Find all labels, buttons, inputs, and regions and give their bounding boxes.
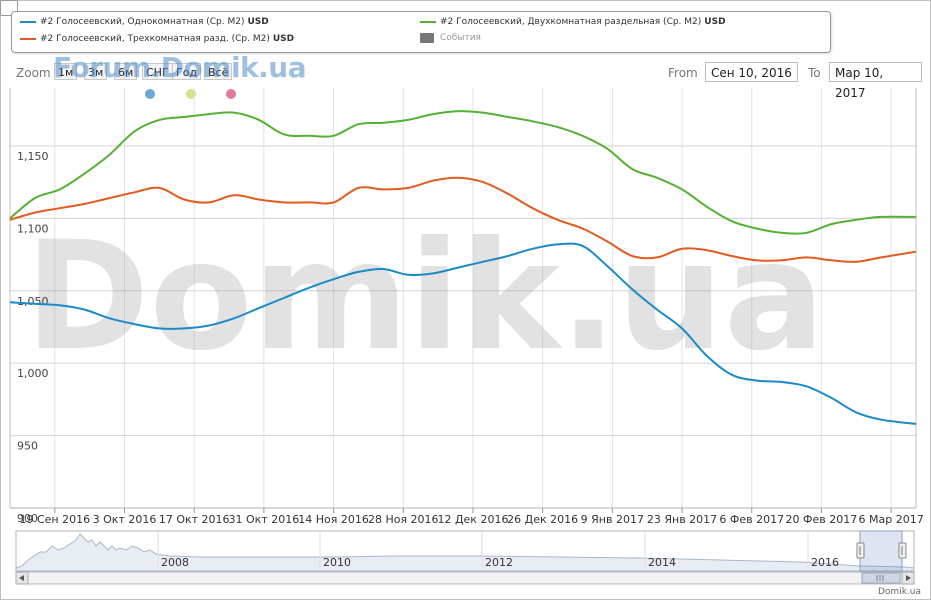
zoom-1m-button[interactable]: 1м <box>54 63 78 80</box>
navigator-year-label: 2016 <box>811 556 839 569</box>
legend-label: События <box>440 33 481 43</box>
legend-label: #2 Голосеевский, Однокомнатная (Ср. М2) <box>40 17 245 27</box>
navigator-scrollbar-track[interactable] <box>15 571 915 585</box>
legend-label: #2 Голосеевский, Трехкомнатная разд. (Ср… <box>40 34 270 44</box>
navigator-year-label: 2008 <box>161 556 189 569</box>
to-date-input[interactable]: Мар 10, 2017 <box>829 62 922 100</box>
x-tick-label: 19 Сен 2016 <box>19 513 90 526</box>
navigator-frame <box>15 530 915 572</box>
zoom-all-button[interactable]: Всё <box>204 63 233 80</box>
from-label: From <box>668 66 698 80</box>
arrow-left-icon <box>19 575 24 581</box>
x-tick-label: 17 Окт 2016 <box>159 513 230 526</box>
x-tick-label: 23 Янв 2017 <box>647 513 717 526</box>
x-tick-label: 9 Янв 2017 <box>581 513 644 526</box>
to-label: To <box>808 66 821 80</box>
legend-unit: USD <box>272 34 295 44</box>
legend-line-icon <box>20 21 36 23</box>
x-tick-label: 6 Мар 2017 <box>859 513 924 526</box>
arrow-right-icon <box>906 575 911 581</box>
x-tick-label: 26 Дек 2016 <box>507 513 578 526</box>
event-dot[interactable] <box>186 89 196 99</box>
navigator-series-area <box>15 533 915 572</box>
y-tick-label: 1,150 <box>17 150 49 163</box>
x-tick-label: 3 Окт 2016 <box>93 513 157 526</box>
navigator-selected-range[interactable] <box>859 530 903 572</box>
legend-line-icon <box>420 21 436 23</box>
zoom-label: Zoom <box>16 66 51 80</box>
event-dot[interactable] <box>145 89 155 99</box>
from-date-input[interactable]: Сен 10, 2016 <box>705 62 798 82</box>
x-tick-label: 14 Ноя 2016 <box>298 513 369 526</box>
x-tick-label: 20 Фев 2017 <box>786 513 858 526</box>
y-tick-label: 1,000 <box>17 367 49 380</box>
legend-unit: USD <box>247 17 269 27</box>
y-tick-label: 1,100 <box>17 222 49 235</box>
series-line-2room[interactable] <box>9 110 917 235</box>
events-box-icon <box>420 33 434 43</box>
series-line-1room[interactable] <box>9 242 917 425</box>
navigator-year-label: 2012 <box>485 556 513 569</box>
scrollbar-thumb[interactable] <box>861 572 901 584</box>
legend-item-3room[interactable]: #2 Голосеевский, Трехкомнатная разд. (Ср… <box>20 34 294 44</box>
series-line-3room[interactable] <box>9 176 917 263</box>
x-tick-label: 28 Ноя 2016 <box>368 513 439 526</box>
footer-credit: Domik.ua <box>878 587 921 597</box>
navigator-year-label: 2014 <box>648 556 676 569</box>
x-tick-label: 6 Фев 2017 <box>719 513 784 526</box>
domik-watermark: Domik.ua <box>25 210 825 384</box>
navigator-year-label: 2010 <box>323 556 351 569</box>
legend-item-2room[interactable]: #2 Голосеевский, Двухкомнатная раздельна… <box>420 17 726 27</box>
legend-item-events[interactable]: События <box>420 33 481 43</box>
forum-watermark: Forum.Domik.ua <box>53 51 307 84</box>
x-tick-label: 12 Дек 2016 <box>437 513 508 526</box>
x-tick-label: 31 Окт 2016 <box>229 513 300 526</box>
legend-unit: USD <box>704 17 726 27</box>
legend-label: #2 Голосеевский, Двухкомнатная раздельна… <box>440 17 702 27</box>
zoom-6m-button[interactable]: 6м <box>114 63 138 80</box>
y-tick-label: 1,050 <box>17 295 49 308</box>
zoom-year-button[interactable]: Год <box>172 63 202 80</box>
legend: #2 Голосеевский, Однокомнатная (Ср. М2) … <box>11 11 831 53</box>
legend-line-icon <box>20 38 36 40</box>
y-tick-label: 900 <box>17 512 38 525</box>
y-tick-label: 950 <box>17 440 38 453</box>
legend-item-1room[interactable]: #2 Голосеевский, Однокомнатная (Ср. М2) … <box>20 17 269 27</box>
zoom-3m-button[interactable]: 3м <box>84 63 108 80</box>
event-dot[interactable] <box>226 89 236 99</box>
